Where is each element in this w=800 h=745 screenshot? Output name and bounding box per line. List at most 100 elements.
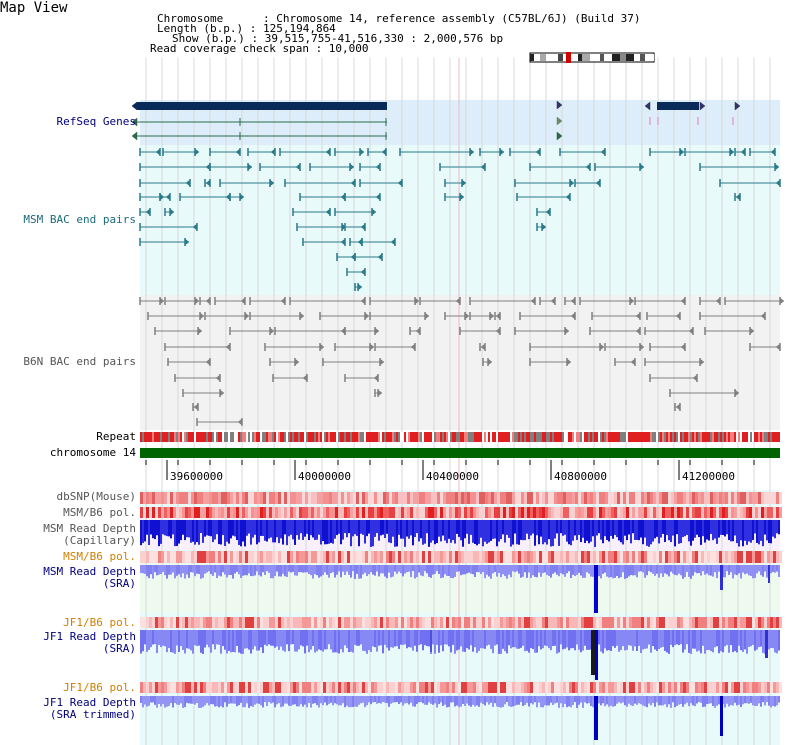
b6n-bac-arrow[interactable] (225, 343, 231, 351)
gene-arrow[interactable] (556, 100, 563, 110)
b6n-bac-arrow[interactable] (680, 297, 686, 305)
b6n-bac-arrow[interactable] (464, 312, 470, 320)
gene-arrow[interactable] (131, 131, 138, 141)
b6n-bac-arrow[interactable] (489, 312, 495, 320)
track-label-chromosome[interactable]: chromosome 14 (49, 446, 136, 459)
msm-bac-arrow[interactable] (535, 148, 541, 156)
b6n-bac-arrow[interactable] (715, 297, 721, 305)
b6n-bac-arrow[interactable] (630, 358, 636, 366)
gene-block[interactable] (137, 102, 387, 110)
msm-bac-arrow[interactable] (155, 148, 161, 156)
msm-bac-arrow[interactable] (270, 148, 276, 156)
b6n-bac-arrow[interactable] (415, 327, 421, 335)
msm-bac-arrow[interactable] (565, 193, 571, 201)
msm-bac-arrow[interactable] (340, 238, 346, 246)
msm-bac-arrow[interactable] (169, 208, 175, 216)
msm-bac-arrow[interactable] (341, 223, 347, 231)
gene-arrow[interactable] (556, 116, 563, 126)
msm-bac-arrow[interactable] (325, 148, 331, 156)
b6n-bac-arrow[interactable] (749, 327, 755, 335)
track-label-jf1-depth-trim[interactable]: JF1 Read Depth (43, 696, 136, 709)
b6n-bac-arrow[interactable] (299, 312, 305, 320)
b6n-bac-arrow[interactable] (377, 389, 383, 397)
gene-arrow[interactable] (699, 101, 706, 111)
msm-bac-arrow[interactable] (165, 193, 171, 201)
msm-bac-arrow[interactable] (247, 163, 253, 171)
msm-bac-arrow[interactable] (639, 163, 645, 171)
b6n-bac-arrow[interactable] (240, 297, 246, 305)
gene-arrow[interactable] (734, 101, 741, 111)
msm-bac-arrow[interactable] (480, 163, 486, 171)
gene-arrow[interactable] (131, 117, 138, 127)
b6n-bac-arrow[interactable] (244, 312, 250, 320)
b6n-bac-arrow[interactable] (760, 312, 766, 320)
b6n-bac-arrow[interactable] (675, 312, 681, 320)
msm-bac-arrow[interactable] (499, 148, 505, 156)
msm-bac-arrow[interactable] (545, 208, 551, 216)
msm-bac-arrow[interactable] (600, 148, 606, 156)
b6n-bac-arrow[interactable] (205, 358, 211, 366)
b6n-bac-arrow[interactable] (294, 358, 300, 366)
msm-bac-arrow[interactable] (371, 208, 377, 216)
msm-bac-arrow[interactable] (377, 253, 383, 261)
b6n-bac-arrow[interactable] (219, 389, 225, 397)
msm-bac-arrow[interactable] (390, 238, 396, 246)
b6n-bac-arrow[interactable] (480, 343, 486, 351)
b6n-bac-arrow[interactable] (269, 327, 275, 335)
msm-bac-arrow[interactable] (679, 148, 685, 156)
msm-bac-arrow[interactable] (325, 208, 331, 216)
msm-bac-arrow[interactable] (194, 148, 200, 156)
msm-bac-arrow[interactable] (359, 148, 365, 156)
b6n-bac-arrow[interactable] (374, 327, 380, 335)
b6n-bac-arrow[interactable] (639, 343, 645, 351)
msm-bac-arrow[interactable] (375, 163, 381, 171)
msm-bac-arrow[interactable] (774, 163, 780, 171)
b6n-bac-arrow[interactable] (197, 327, 203, 335)
track-label-jf1-b6-pol-2[interactable]: JF1/B6 pol. (63, 681, 136, 694)
msm-bac-arrow[interactable] (469, 148, 475, 156)
msm-bac-arrow[interactable] (381, 148, 387, 156)
b6n-bac-arrow[interactable] (487, 358, 493, 366)
b6n-bac-arrow[interactable] (414, 297, 420, 305)
msm-bac-arrow[interactable] (145, 208, 151, 216)
b6n-bac-arrow[interactable] (680, 343, 686, 351)
b6n-bac-arrow[interactable] (319, 343, 325, 351)
b6n-bac-arrow[interactable] (424, 312, 430, 320)
b6n-bac-arrow[interactable] (199, 312, 205, 320)
b6n-bac-arrow[interactable] (369, 343, 375, 351)
track-label-refseq[interactable]: RefSeq Genes (56, 115, 136, 128)
track-label-dbsnp[interactable]: dbSNP(Mouse) (56, 490, 136, 503)
msm-bac-arrow[interactable] (770, 148, 776, 156)
b6n-bac-arrow[interactable] (550, 297, 556, 305)
msm-bac-arrow[interactable] (569, 179, 575, 187)
b6n-bac-arrow[interactable] (237, 418, 243, 426)
b6n-bac-arrow[interactable] (360, 297, 366, 305)
gene-arrow[interactable] (644, 101, 651, 111)
track-label-b6n-bac[interactable]: B6N BAC end pairs (23, 355, 136, 368)
msm-bac-arrow[interactable] (205, 179, 211, 187)
b6n-bac-arrow[interactable] (379, 358, 385, 366)
msm-bac-arrow[interactable] (397, 179, 403, 187)
msm-bac-arrow[interactable] (735, 193, 741, 201)
track-label-msm-b6-pol-1[interactable]: MSM/B6 pol. (63, 506, 136, 519)
msm-bac-arrow[interactable] (461, 179, 467, 187)
msm-bac-arrow[interactable] (349, 163, 355, 171)
b6n-bac-arrow[interactable] (159, 297, 165, 305)
b6n-bac-arrow[interactable] (193, 403, 199, 411)
b6n-bac-arrow[interactable] (194, 297, 200, 305)
gene-arrow[interactable] (556, 131, 563, 141)
track-label-msm-depth-sra[interactable]: MSM Read Depth (43, 565, 136, 578)
b6n-bac-arrow[interactable] (688, 327, 694, 335)
msm-bac-arrow[interactable] (375, 193, 381, 201)
b6n-bac-arrow[interactable] (530, 297, 536, 305)
b6n-bac-arrow[interactable] (635, 327, 641, 335)
msm-bac-arrow[interactable] (360, 268, 366, 276)
msm-bac-arrow[interactable] (729, 148, 735, 156)
msm-bac-arrow[interactable] (239, 193, 245, 201)
msm-bac-arrow[interactable] (775, 179, 781, 187)
b6n-bac-arrow[interactable] (699, 358, 705, 366)
b6n-bac-arrow[interactable] (692, 374, 698, 382)
msm-bac-arrow[interactable] (541, 223, 547, 231)
b6n-bac-arrow[interactable] (734, 389, 740, 397)
